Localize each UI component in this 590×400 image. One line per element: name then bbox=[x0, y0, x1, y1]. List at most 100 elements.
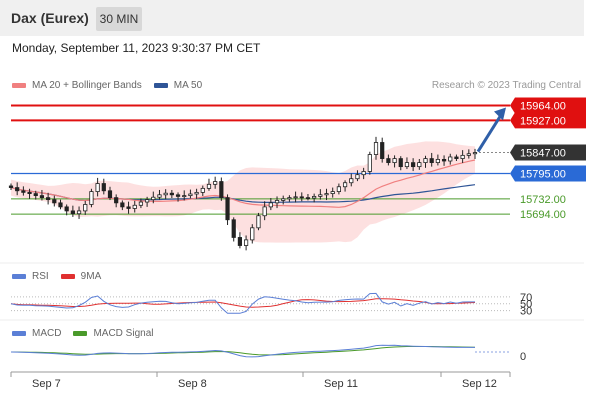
legend-swatch bbox=[12, 83, 26, 88]
candle bbox=[312, 193, 317, 203]
candle bbox=[8, 183, 14, 190]
legend-ma20-bb: MA 20 + Bollinger Bands bbox=[12, 80, 142, 91]
candle-body bbox=[472, 152, 478, 155]
candle-body bbox=[200, 187, 205, 193]
candle bbox=[435, 154, 440, 166]
candle bbox=[46, 192, 51, 205]
candle-body bbox=[95, 183, 100, 192]
candle-body bbox=[157, 194, 162, 198]
candle bbox=[349, 173, 354, 187]
candle bbox=[380, 137, 385, 163]
macd-signal-line bbox=[11, 346, 476, 356]
candle-body bbox=[392, 158, 397, 164]
candle bbox=[250, 224, 255, 244]
candle-body bbox=[293, 196, 298, 199]
candle-body bbox=[250, 227, 255, 241]
candle bbox=[398, 156, 403, 171]
macd-line bbox=[10, 344, 475, 358]
candle-body bbox=[330, 191, 335, 194]
timeframe-button[interactable]: 30 MIN bbox=[96, 7, 142, 31]
candle bbox=[213, 176, 218, 189]
candle-body bbox=[163, 192, 168, 196]
level-value: 15847.00 bbox=[520, 148, 566, 160]
candle-body bbox=[367, 154, 372, 172]
candle bbox=[163, 189, 168, 200]
candle bbox=[15, 182, 20, 196]
candle-body bbox=[336, 186, 341, 192]
candle bbox=[268, 198, 273, 211]
candle-body bbox=[243, 239, 249, 246]
candle bbox=[330, 187, 335, 198]
candle-body bbox=[324, 193, 329, 196]
candle-body bbox=[33, 193, 38, 197]
level-tag-bg bbox=[510, 112, 586, 129]
candle-body bbox=[101, 183, 106, 192]
legend-swatch bbox=[153, 83, 168, 88]
level-value: 15732.00 bbox=[520, 194, 566, 206]
rsi-9ma-line bbox=[10, 298, 476, 308]
legend-swatch bbox=[12, 274, 26, 279]
macd-panel: 0 bbox=[10, 344, 526, 363]
moving-averages bbox=[10, 159, 476, 208]
candle-body bbox=[398, 158, 403, 168]
bollinger-bands bbox=[11, 141, 475, 243]
level-tag-current: 15847.00 bbox=[510, 144, 586, 161]
candle bbox=[126, 201, 131, 214]
x-tick-label: Sep 8 bbox=[178, 378, 207, 390]
candle bbox=[262, 201, 267, 221]
candle bbox=[423, 155, 428, 168]
candle-body bbox=[435, 158, 440, 164]
candle-body bbox=[213, 181, 218, 185]
level-value: 15795.00 bbox=[520, 168, 566, 180]
candle bbox=[138, 198, 144, 209]
legend-label: MACD Signal bbox=[93, 328, 154, 339]
candle bbox=[460, 150, 465, 164]
level-tag-resistance: 15927.00 bbox=[510, 112, 586, 129]
candle bbox=[466, 149, 471, 159]
candle-body bbox=[268, 202, 273, 208]
macd-tick-label: 0 bbox=[520, 351, 526, 363]
candle bbox=[299, 192, 304, 202]
legend-swatch bbox=[60, 274, 75, 279]
candle bbox=[243, 235, 249, 251]
candle bbox=[95, 177, 100, 197]
candle-body bbox=[305, 197, 311, 200]
candle-body bbox=[460, 154, 465, 159]
level-tag-bg bbox=[510, 144, 586, 161]
candle bbox=[52, 195, 57, 207]
rsi-line bbox=[10, 292, 475, 314]
candle-body bbox=[466, 153, 471, 156]
candle-body bbox=[39, 195, 45, 199]
candle bbox=[33, 190, 38, 200]
candle-body bbox=[454, 156, 459, 159]
candle bbox=[305, 194, 311, 201]
candle bbox=[27, 188, 32, 199]
main-legend: MA 20 + Bollinger Bands MA 50 bbox=[12, 80, 214, 91]
candle-body bbox=[274, 200, 280, 204]
candle-body bbox=[287, 197, 292, 200]
candle bbox=[132, 200, 137, 213]
candle-body bbox=[237, 237, 243, 246]
candle bbox=[169, 189, 174, 199]
candle bbox=[225, 194, 230, 225]
candle bbox=[318, 189, 323, 200]
instrument-title: Dax (Eurex) bbox=[11, 10, 89, 26]
legend-rsi-9ma: 9MA bbox=[60, 271, 101, 282]
candle-body bbox=[15, 187, 20, 192]
candle bbox=[293, 191, 298, 203]
level-tag-bg bbox=[510, 97, 586, 114]
candle-body bbox=[52, 199, 57, 204]
candle-body bbox=[225, 197, 230, 221]
legend-swatch bbox=[12, 331, 26, 336]
candle-body bbox=[411, 162, 416, 168]
candle bbox=[386, 154, 391, 166]
candle bbox=[145, 196, 150, 207]
level-value: 15964.00 bbox=[520, 100, 566, 112]
candle bbox=[256, 212, 261, 231]
candle bbox=[206, 178, 212, 191]
candle-body bbox=[404, 162, 410, 168]
candle-body bbox=[386, 158, 391, 164]
legend-label: MA 50 bbox=[173, 80, 203, 91]
candle-body bbox=[70, 210, 75, 215]
